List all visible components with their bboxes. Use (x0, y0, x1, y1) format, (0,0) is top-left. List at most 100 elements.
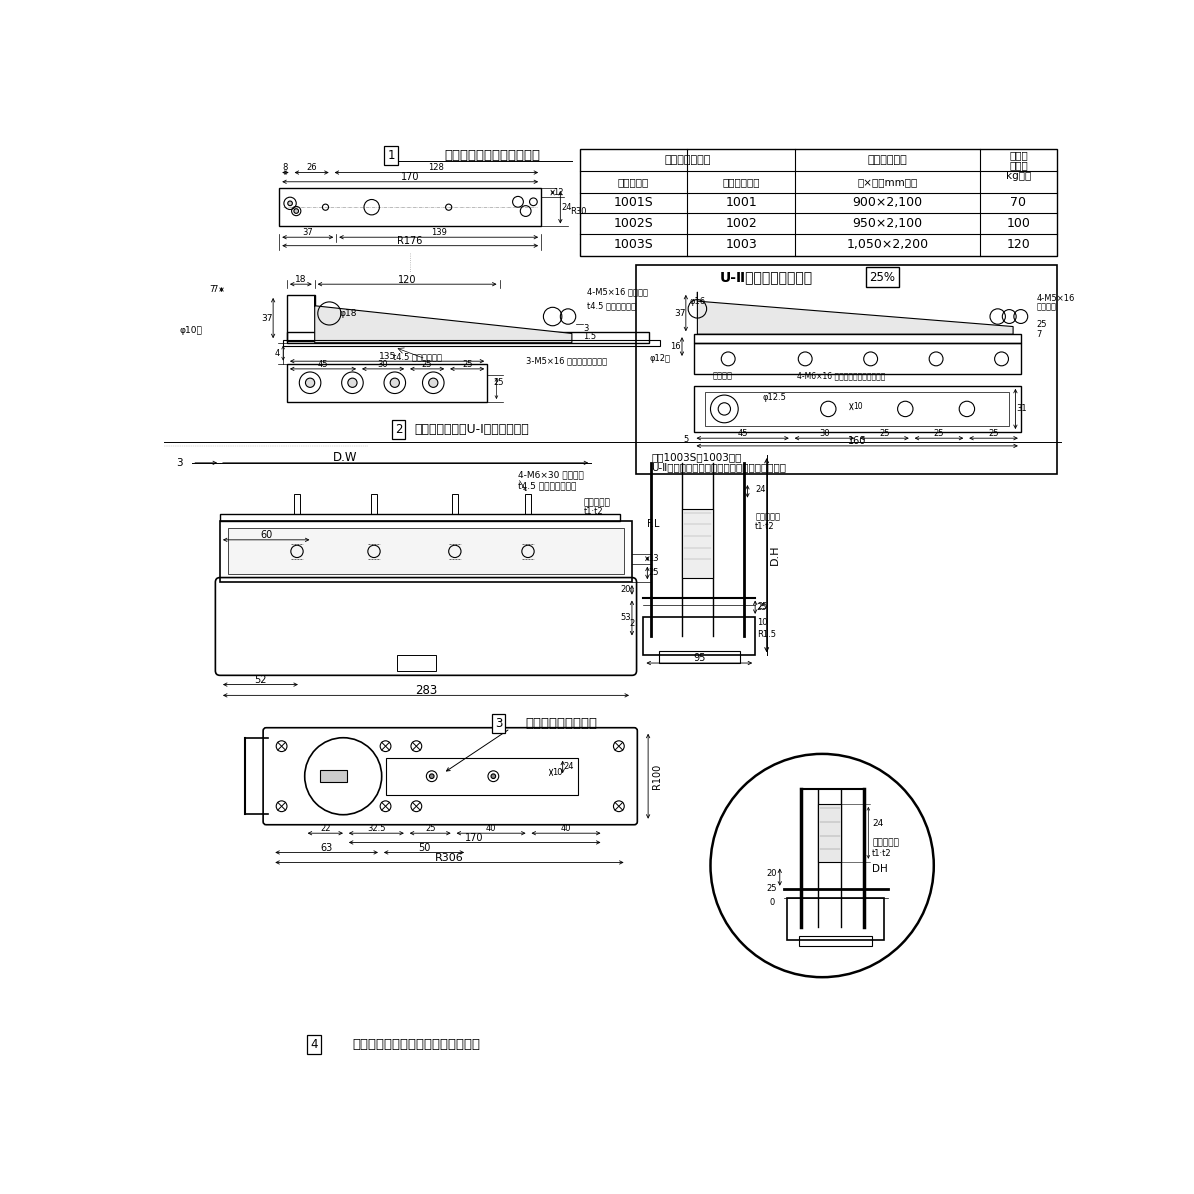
Text: 調整ネジ: 調整ネジ (713, 371, 733, 381)
Text: 質　量: 質 量 (1009, 160, 1028, 170)
Text: 25: 25 (989, 429, 998, 438)
Circle shape (288, 201, 293, 205)
Text: 120: 120 (398, 275, 417, 284)
Text: 7: 7 (209, 285, 214, 294)
Text: 37: 37 (673, 308, 685, 318)
Text: 25: 25 (421, 359, 432, 369)
Text: 50: 50 (418, 843, 430, 853)
Text: 高さ調整板: 高さ調整板 (755, 512, 780, 522)
Text: 25: 25 (648, 568, 659, 578)
Text: 45: 45 (318, 359, 328, 369)
Text: 25: 25 (767, 884, 777, 893)
Text: 3: 3 (584, 325, 589, 333)
Text: 31: 31 (1016, 405, 1027, 413)
Text: トップビボット（上枠側）: トップビボット（上枠側） (445, 149, 541, 162)
Text: 4: 4 (275, 349, 281, 358)
Bar (220, 515, 621, 521)
Text: t4.5 裏板（別途）: t4.5 裏板（別途） (393, 353, 443, 362)
FancyBboxPatch shape (263, 727, 638, 825)
Text: 283: 283 (414, 684, 437, 697)
Bar (287, 363, 487, 402)
Text: R30: R30 (571, 207, 586, 216)
Text: 25: 25 (756, 603, 767, 611)
Text: フロアヒンジ部品ナシ本体（床側）: フロアヒンジ部品ナシ本体（床側） (352, 1038, 480, 1051)
Bar (659, 652, 740, 663)
Text: 20: 20 (767, 869, 777, 878)
Text: 呼　称　品　番: 呼 称 品 番 (664, 155, 710, 165)
Bar (287, 295, 315, 341)
Bar (635, 265, 1057, 474)
Text: 37: 37 (302, 228, 313, 238)
Text: 1003S: 1003S (614, 238, 653, 251)
Text: 45: 45 (738, 429, 747, 438)
Text: t4.5 補強板（別途）: t4.5 補強板（別途） (518, 481, 577, 491)
Bar (220, 521, 632, 583)
Text: 適用ドア寸法: 適用ドア寸法 (868, 155, 907, 165)
Text: 3: 3 (176, 457, 183, 468)
Text: 25%: 25% (869, 271, 896, 284)
Text: 25: 25 (462, 359, 473, 369)
Text: 1: 1 (387, 149, 395, 162)
Text: 品番1003S／1003は、: 品番1003S／1003は、 (651, 453, 741, 462)
Text: R306: R306 (435, 853, 463, 863)
Bar (694, 344, 1021, 374)
Text: 900×2,100: 900×2,100 (853, 197, 923, 209)
Text: 40: 40 (561, 824, 571, 833)
Bar (228, 528, 624, 574)
Text: 24: 24 (872, 819, 884, 827)
Text: U-Ⅱ型トップビボット: U-Ⅱ型トップビボット (720, 270, 813, 284)
Text: ストップなし: ストップなし (722, 177, 761, 186)
Text: kg以下: kg以下 (1005, 172, 1032, 181)
Text: アーム（ドア下部）: アーム（ドア下部） (525, 716, 598, 730)
Circle shape (306, 378, 315, 387)
Bar (818, 804, 842, 862)
Text: 24: 24 (564, 763, 574, 771)
Text: 25: 25 (493, 378, 504, 387)
Circle shape (429, 378, 438, 387)
Bar (287, 332, 648, 343)
Circle shape (430, 774, 435, 778)
Text: 30: 30 (819, 429, 830, 438)
Text: 24: 24 (561, 203, 572, 211)
Bar (398, 656, 436, 671)
Text: D.H: D.H (769, 544, 780, 566)
Text: 37: 37 (261, 314, 272, 322)
Text: 25: 25 (1036, 320, 1047, 328)
Circle shape (718, 402, 731, 416)
Circle shape (491, 774, 496, 778)
Text: R176: R176 (398, 236, 423, 246)
Bar (644, 617, 755, 656)
Text: D.W: D.W (332, 451, 357, 464)
Text: φ16: φ16 (689, 296, 706, 306)
Bar (279, 187, 541, 227)
Bar (386, 758, 578, 795)
Text: 25: 25 (425, 824, 436, 833)
Text: 高さ調整板: 高さ調整板 (584, 498, 610, 507)
Bar (371, 493, 377, 515)
Text: 2: 2 (395, 423, 402, 436)
Text: 25: 25 (934, 429, 944, 438)
Text: 7: 7 (1036, 330, 1041, 339)
Text: 1002S: 1002S (614, 217, 653, 230)
FancyBboxPatch shape (215, 578, 636, 676)
Text: 53: 53 (621, 614, 632, 622)
Text: 170: 170 (466, 833, 484, 843)
Text: 高さ調整板: 高さ調整板 (872, 838, 899, 847)
Text: 巾×高さmm以下: 巾×高さmm以下 (857, 177, 918, 186)
Text: 30: 30 (377, 359, 388, 369)
Text: 950×2,100: 950×2,100 (853, 217, 923, 230)
Text: 7: 7 (213, 285, 219, 294)
Text: 95: 95 (694, 653, 706, 664)
Text: U-Ⅱ型トップビボットを標準にしております。: U-Ⅱ型トップビボットを標準にしております。 (651, 462, 786, 473)
Bar (694, 386, 1021, 432)
Text: 0: 0 (769, 898, 775, 907)
Text: φ12.5: φ12.5 (763, 393, 787, 402)
Text: 皿小ネジ: 皿小ネジ (1036, 303, 1057, 312)
Text: 63: 63 (320, 843, 333, 853)
Text: 3: 3 (496, 716, 503, 730)
Text: 52: 52 (254, 675, 266, 685)
Text: 10: 10 (552, 768, 562, 777)
Text: 10: 10 (757, 618, 768, 628)
Text: 4-M6×16 バネ座金組込ナベ小ネジ: 4-M6×16 バネ座金組込ナベ小ネジ (798, 371, 886, 381)
Text: 18: 18 (295, 275, 307, 284)
